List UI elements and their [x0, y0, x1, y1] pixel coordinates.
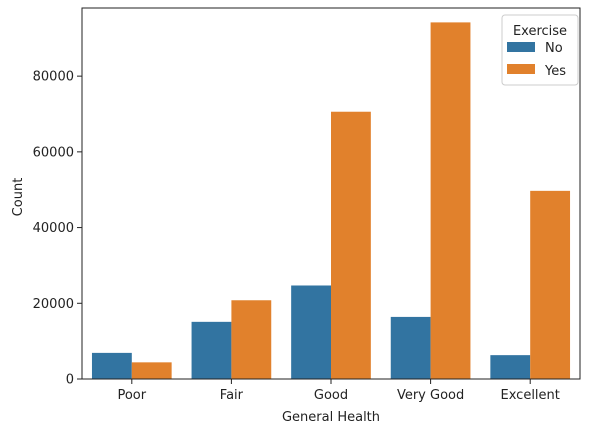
bar-very-good-no: [390, 316, 431, 379]
bar-good-no: [291, 285, 331, 379]
bar-very-good-yes: [430, 22, 471, 379]
y-tick-label: 0: [66, 373, 74, 388]
y-axis-title: Count: [11, 178, 26, 217]
legend-swatch-no: [507, 42, 535, 52]
x-tick-label-poor: Poor: [117, 388, 146, 403]
y-tick-label: 20000: [33, 297, 74, 312]
x-tick-label-fair: Fair: [220, 388, 244, 403]
x-axis-title: General Health: [282, 410, 380, 425]
bar-fair-yes: [231, 300, 272, 379]
bar-good-yes: [331, 111, 371, 379]
bar-excellent-yes: [530, 190, 571, 379]
legend-swatch-yes: [507, 64, 535, 74]
bar-excellent-no: [490, 355, 531, 379]
legend-label-yes: Yes: [544, 64, 566, 79]
bar-poor-no: [91, 352, 132, 379]
x-tick-label-excellent: Excellent: [501, 388, 560, 403]
legend: Exercise No Yes: [501, 14, 579, 86]
x-tick-label-good: Good: [314, 388, 348, 403]
y-tick-label: 40000: [33, 221, 74, 236]
bar-fair-no: [191, 321, 232, 379]
bars-group: [91, 22, 571, 379]
x-tick-label-very-good: Very Good: [397, 388, 464, 403]
legend-title: Exercise: [513, 24, 567, 39]
y-tick-label: 60000: [33, 145, 74, 160]
y-tick-label: 80000: [33, 70, 74, 85]
legend-label-no: No: [545, 41, 563, 56]
axes-group: 0 20000 40000 60000 80000 Poor Fair Good Very Go…: [33, 7, 581, 403]
bar-poor-yes: [131, 362, 172, 379]
